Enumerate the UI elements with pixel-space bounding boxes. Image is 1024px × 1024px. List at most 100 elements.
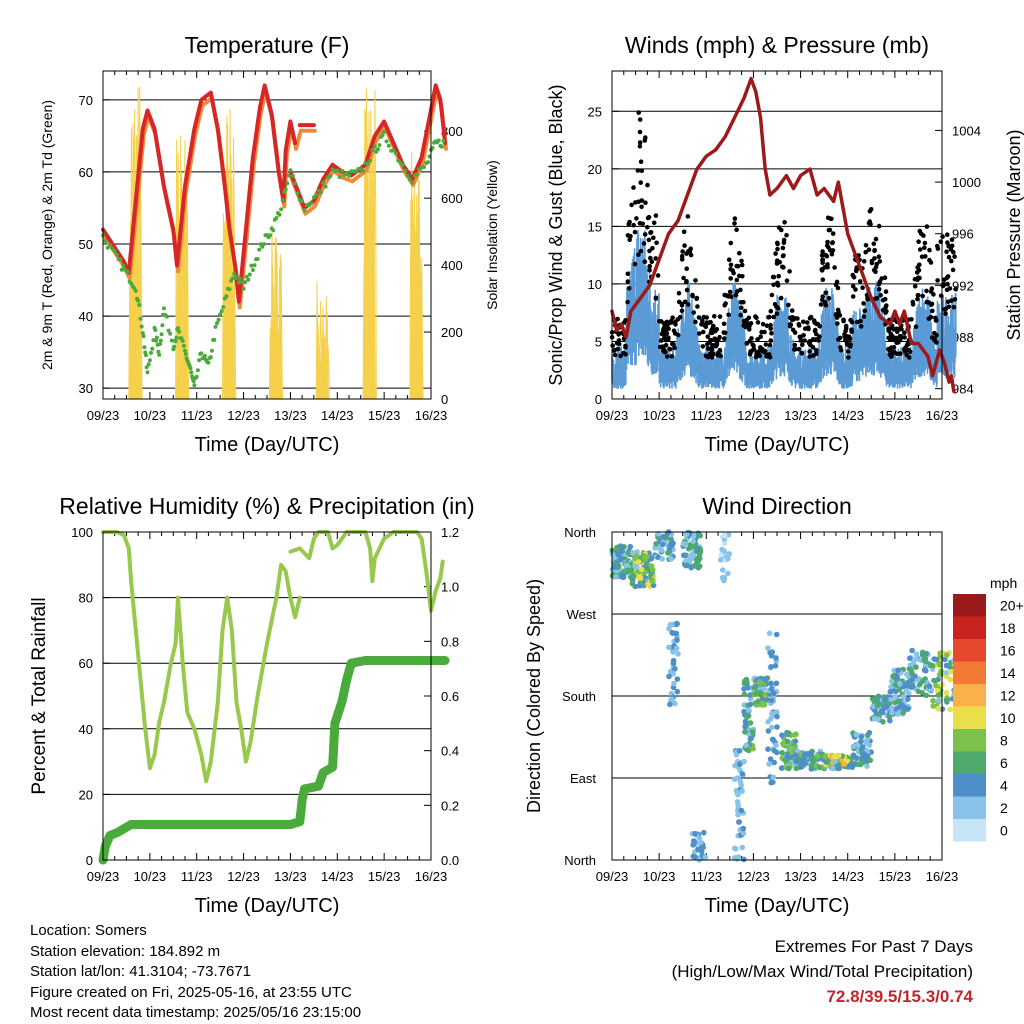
gust-dot: [638, 159, 644, 164]
gust-dot: [869, 260, 875, 266]
gust-dot: [769, 331, 774, 336]
colorbar-swatch: [953, 639, 986, 662]
direction-dot: [768, 664, 774, 670]
direction-dot: [909, 647, 915, 654]
direction-dot: [739, 771, 746, 777]
dewpoint-dot: [252, 263, 257, 268]
gust-dot: [782, 220, 787, 225]
gust-dot: [690, 293, 695, 299]
x-axis-title: Time (Day/UTC): [195, 434, 340, 456]
dewpoint-dot: [144, 365, 149, 370]
gust-dot: [691, 310, 696, 315]
gust-dot: [760, 321, 766, 327]
extremes-subtitle: (High/Low/Max Wind/Total Precipitation): [671, 962, 973, 981]
x-tick-label: 13/23: [274, 869, 307, 884]
gust-dot: [876, 287, 882, 292]
y2-tick-label: 1000: [952, 175, 981, 190]
gust-dot: [861, 314, 867, 319]
gust-dot: [679, 308, 685, 314]
y-tick-label: 30: [79, 381, 93, 396]
dewpoint-dot: [119, 267, 124, 272]
gust-dot: [651, 220, 657, 226]
gust-dot: [796, 346, 802, 352]
dewpoint-dot: [302, 208, 307, 213]
dewpoint-dot: [158, 338, 163, 343]
gust-dot: [818, 302, 824, 307]
direction-dot: [908, 677, 915, 683]
gust-dot: [722, 330, 728, 336]
gust-dot: [830, 231, 836, 236]
y2-tick-label: 1.2: [441, 525, 459, 540]
y-tick-label: 5: [595, 334, 602, 349]
direction-dot: [670, 671, 676, 677]
gust-dot: [697, 331, 702, 336]
direction-dot: [793, 765, 799, 772]
dewpoint-dot: [142, 345, 147, 350]
gust-dot: [938, 293, 944, 299]
gust-dot: [739, 258, 744, 264]
direction-dot: [887, 717, 893, 724]
gust-dot: [844, 342, 850, 347]
dewpoint-dot: [335, 168, 340, 173]
direction-dot: [668, 555, 674, 562]
gust-dot: [642, 259, 648, 265]
x-tick-label: 13/23: [784, 408, 817, 423]
direction-dot: [748, 735, 754, 742]
gust-dot: [830, 248, 836, 253]
gust-dot: [653, 213, 659, 218]
dewpoint-dot: [321, 180, 326, 185]
gust-dot: [906, 347, 912, 353]
dewpoint-dot: [405, 173, 410, 178]
gust-dot: [863, 249, 868, 255]
solar-line: [420, 257, 424, 400]
gust-dot: [922, 245, 927, 250]
humidity-line: [288, 530, 445, 613]
gust-dot: [820, 277, 826, 283]
gust-dot: [612, 352, 618, 358]
extremes-panel: Extremes For Past 7 Days (High/Low/Max W…: [672, 934, 973, 1009]
gust-dot: [929, 286, 935, 291]
x-tick-label: 10/23: [134, 408, 167, 423]
plot-border: [102, 70, 432, 400]
y-tick-label: 0: [595, 392, 602, 407]
direction-dot: [772, 663, 779, 669]
gust-dot: [653, 295, 659, 301]
y2-axis-title: Station Pressure (Maroon): [1004, 129, 1024, 340]
gust-dot: [682, 299, 688, 305]
gust-dot: [814, 351, 819, 357]
direction-dot: [736, 819, 742, 825]
gust-dot: [705, 320, 711, 326]
gust-dot: [618, 353, 623, 359]
gust-dot: [952, 254, 957, 259]
gust-dot: [774, 304, 779, 310]
dewpoint-dot: [141, 334, 146, 339]
gust-dot: [714, 341, 720, 346]
y2-tick-label: 200: [441, 325, 463, 340]
direction-dot: [889, 678, 895, 685]
created-text: Figure created on Fri, 2025-05-16, at 23…: [30, 983, 352, 1001]
gust-dot: [935, 246, 941, 251]
gust-dot: [739, 305, 744, 311]
direction-dot: [644, 553, 650, 560]
dewpoint-dot: [293, 181, 298, 186]
dewpoint-dot: [199, 351, 204, 356]
gust-dot: [886, 335, 891, 341]
solar-line: [186, 210, 190, 400]
dewpoint-dot: [145, 370, 150, 375]
direction-dot: [921, 657, 928, 664]
dewpoint-dot: [137, 303, 142, 307]
direction-dot: [895, 667, 901, 673]
gust-dot: [645, 215, 651, 221]
x-tick-label: 16/23: [926, 869, 959, 884]
gust-dot: [944, 287, 950, 293]
gust-dot: [728, 262, 734, 268]
direction-dot: [881, 697, 888, 703]
direction-dot: [901, 694, 907, 700]
gust-dot: [717, 314, 723, 319]
gust-dot: [819, 253, 825, 258]
y2-tick-label: 0.4: [441, 744, 459, 759]
direction-dot: [858, 738, 864, 745]
dewpoint-dot: [140, 331, 145, 336]
gust-dot: [768, 308, 774, 314]
gust-dot: [775, 241, 780, 247]
